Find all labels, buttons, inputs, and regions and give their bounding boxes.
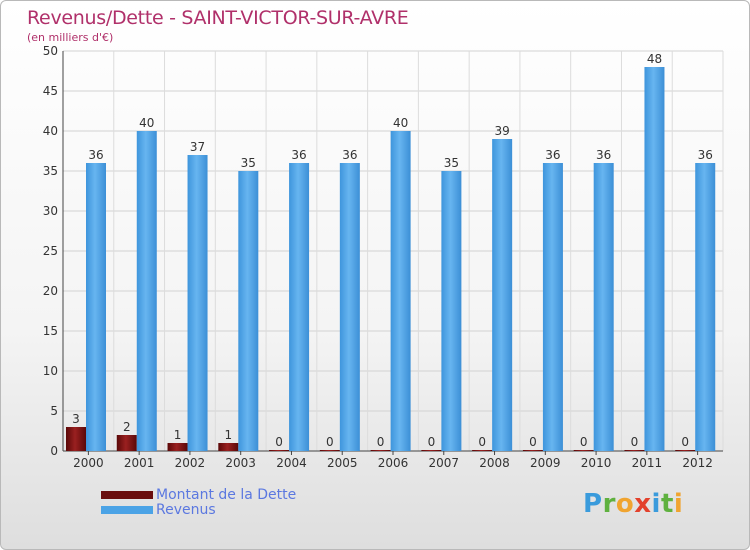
y-tick-label: 15: [43, 324, 58, 338]
bar-dette-2011: [624, 450, 645, 451]
data-label: 1: [174, 428, 182, 442]
bar-dette-2009: [522, 450, 543, 451]
bar-revenus-2006: [390, 131, 411, 451]
bar-dette-2001: [116, 435, 137, 451]
bar-revenus-2002: [187, 155, 208, 451]
x-tick-label: 2001: [124, 456, 155, 470]
x-tick-label: 2006: [378, 456, 409, 470]
data-label: 0: [580, 435, 588, 449]
data-label: 35: [444, 156, 459, 170]
data-label: 36: [545, 148, 560, 162]
bar-revenus-2007: [441, 171, 462, 451]
data-label: 36: [698, 148, 713, 162]
legend-label-revenus: Revenus: [156, 502, 216, 518]
legend-swatch-revenus: [101, 506, 153, 514]
y-tick-label: 35: [43, 164, 58, 178]
data-label: 2: [123, 420, 131, 434]
x-tick-label: 2002: [175, 456, 206, 470]
bar-dette-2003: [218, 443, 239, 451]
data-label: 1: [224, 428, 232, 442]
data-label: 36: [342, 148, 357, 162]
y-tick-label: 0: [50, 444, 58, 458]
bar-dette-2008: [472, 450, 493, 451]
bar-dette-2004: [269, 450, 290, 451]
data-label: 39: [495, 124, 510, 138]
y-tick-label: 20: [43, 284, 58, 298]
x-tick-label: 2008: [479, 456, 510, 470]
data-label: 0: [326, 435, 334, 449]
y-tick-label: 50: [43, 44, 58, 58]
bar-revenus-2004: [289, 163, 310, 451]
bar-revenus-2010: [593, 163, 614, 451]
x-tick-label: 2010: [581, 456, 612, 470]
bar-dette-2002: [167, 443, 188, 451]
x-tick-label: 2009: [530, 456, 561, 470]
data-label: 3: [72, 412, 80, 426]
legend-swatch-dette: [101, 491, 153, 499]
data-label: 36: [291, 148, 306, 162]
data-label: 36: [88, 148, 103, 162]
data-label: 0: [478, 435, 486, 449]
proxiti-logo: Proxiti: [583, 489, 684, 519]
x-tick-label: 2005: [327, 456, 358, 470]
bar-revenus-2001: [136, 131, 157, 451]
x-tick-label: 2011: [632, 456, 663, 470]
x-tick-label: 2000: [73, 456, 104, 470]
bar-revenus-2005: [339, 163, 360, 451]
bar-revenus-2011: [644, 67, 665, 451]
bar-revenus-2009: [542, 163, 563, 451]
data-label: 36: [596, 148, 611, 162]
y-tick-label: 30: [43, 204, 58, 218]
data-label: 0: [631, 435, 639, 449]
data-label: 48: [647, 52, 662, 66]
data-label: 0: [681, 435, 689, 449]
bar-dette-2005: [319, 450, 340, 451]
data-label: 37: [190, 140, 205, 154]
y-tick-label: 25: [43, 244, 58, 258]
bar-revenus-2012: [695, 163, 716, 451]
x-tick-label: 2004: [276, 456, 307, 470]
bar-dette-2000: [66, 427, 86, 451]
y-tick-label: 5: [50, 404, 58, 418]
x-tick-label: 2007: [428, 456, 459, 470]
bar-dette-2007: [421, 450, 442, 451]
bar-revenus-2008: [492, 139, 513, 451]
bar-revenus-2000: [86, 163, 106, 451]
data-label: 0: [428, 435, 436, 449]
chart-title: Revenus/Dette - SAINT-VICTOR-SUR-AVRE: [27, 7, 409, 29]
chart-subtitle: (en milliers d'€): [27, 31, 114, 44]
x-tick-label: 2012: [682, 456, 713, 470]
bar-dette-2012: [675, 450, 696, 451]
y-tick-label: 45: [43, 84, 58, 98]
data-label: 0: [529, 435, 537, 449]
legend-label-dette: Montant de la Dette: [156, 487, 297, 503]
data-label: 40: [139, 116, 154, 130]
bar-dette-2006: [370, 450, 391, 451]
data-label: 0: [275, 435, 283, 449]
bar-dette-2010: [573, 450, 594, 451]
y-tick-label: 10: [43, 364, 58, 378]
data-label: 35: [241, 156, 256, 170]
bar-revenus-2003: [238, 171, 259, 451]
y-tick-label: 40: [43, 124, 58, 138]
data-label: 0: [377, 435, 385, 449]
data-label: 40: [393, 116, 408, 130]
x-tick-label: 2003: [225, 456, 256, 470]
